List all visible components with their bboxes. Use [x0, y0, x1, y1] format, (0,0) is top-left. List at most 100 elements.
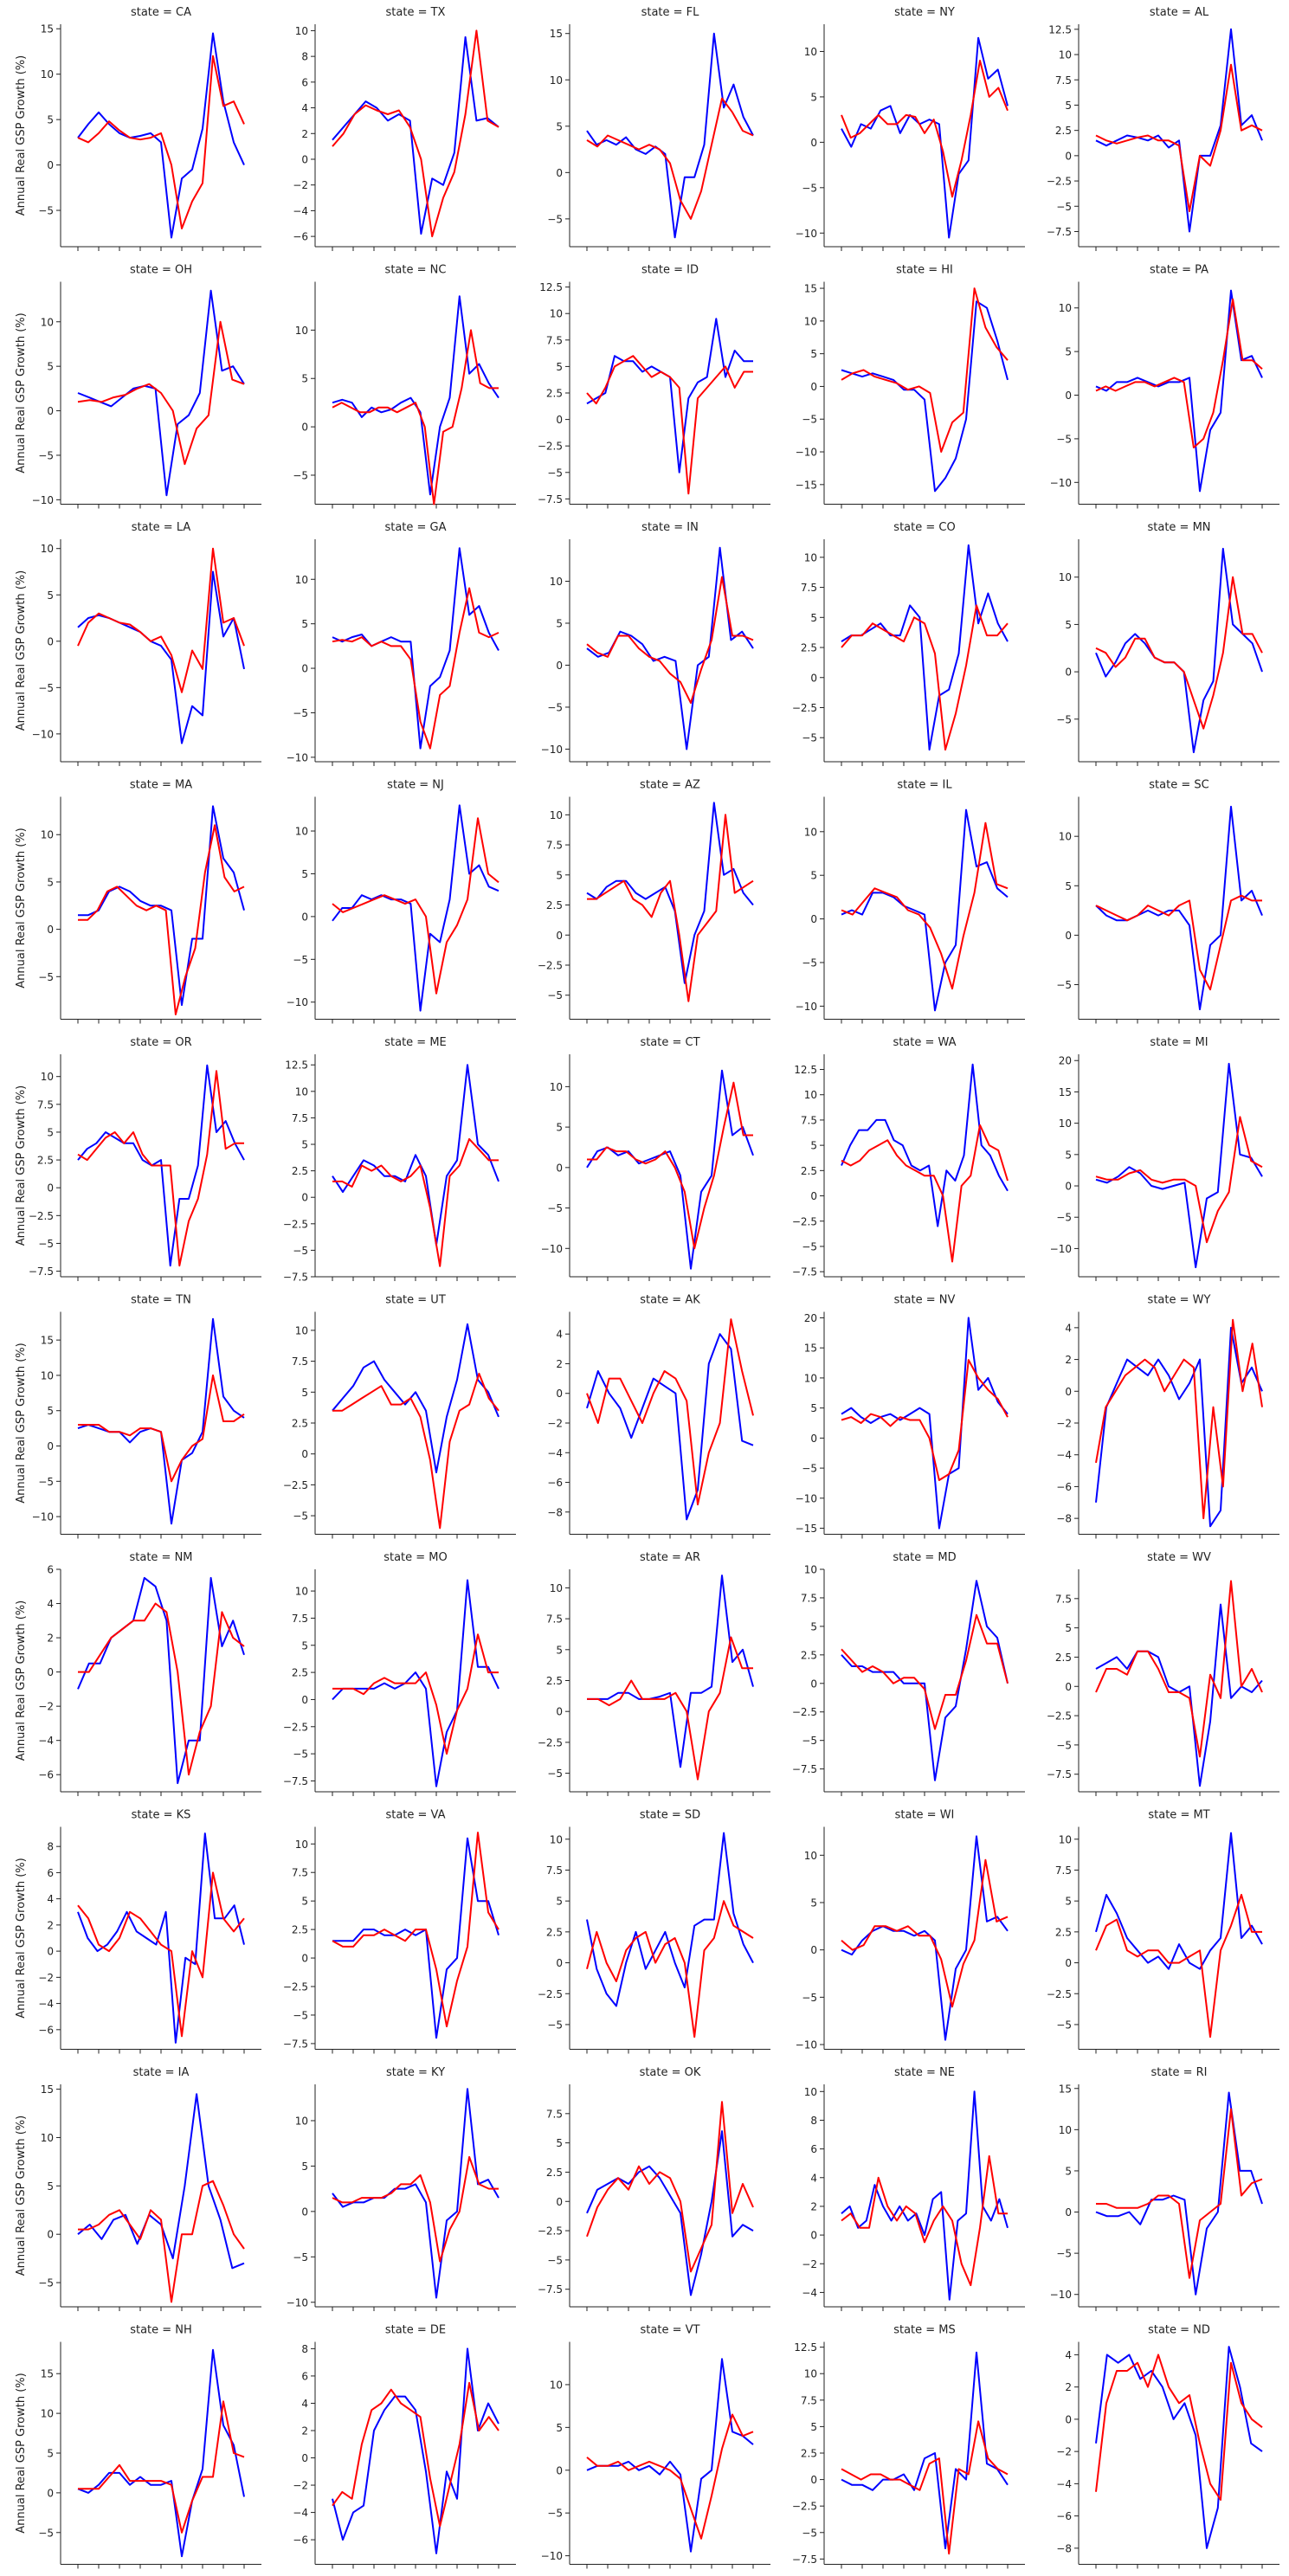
- y-tick-label: 8: [301, 51, 308, 63]
- y-tick-label: 10: [804, 1089, 817, 1101]
- facet-panel: state = KS −6 −4 −2 0 2 4 6 8 Annual Real GSP Gro…: [15, 1809, 261, 2054]
- y-tick-label: −4: [293, 2507, 308, 2519]
- y-tick-label: −8: [547, 1506, 563, 1518]
- blue-series-line: [332, 1837, 499, 2039]
- blue-series-line: [77, 1064, 245, 1267]
- y-tick-label: 5: [810, 348, 817, 360]
- facet-panel: state = AZ −5 −2.5 0 2.5 5 7.5 10: [538, 779, 770, 1024]
- blue-series-line: [841, 1835, 1009, 2041]
- y-tick-label: 0: [810, 2230, 817, 2242]
- blue-series-line: [841, 808, 1009, 1012]
- blue-series-line: [1095, 1062, 1263, 1269]
- y-tick-label: 5: [556, 1644, 563, 1656]
- red-series-line: [332, 587, 499, 750]
- red-series-line: [841, 1359, 1009, 1481]
- facet-panel: state = ME −7.5 −5 −2.5 0 2.5 5 7.5 10 12.5: [283, 1036, 516, 1284]
- y-tick-label: 0: [1065, 150, 1072, 162]
- blue-series-line: [1095, 1603, 1263, 1787]
- y-tick-label: −7.5: [538, 2283, 563, 2296]
- facet-panel: state = SC −5 0 5 10: [1056, 779, 1279, 1024]
- blue-series-line: [841, 1063, 1009, 1227]
- y-tick-label: 12.5: [794, 2341, 817, 2354]
- y-tick-label: −4: [802, 2287, 817, 2299]
- y-axis-label: Annual Real GSP Growth (%): [15, 1343, 28, 1503]
- y-tick-label: 7.5: [292, 1356, 308, 1368]
- y-tick-label: 2: [47, 1633, 54, 1645]
- blue-series-line: [1095, 2346, 1263, 2549]
- y-tick-label: 7.5: [801, 582, 817, 594]
- facet-panel: state = CA −5 0 5 10 15 Annual Real GSP Growth…: [15, 6, 261, 251]
- y-tick-label: 10: [295, 1586, 308, 1598]
- blue-series-line: [332, 2347, 499, 2554]
- facet-title: state = VT: [641, 2324, 700, 2337]
- y-tick-label: −10: [32, 494, 54, 506]
- y-tick-label: 2.5: [292, 1418, 308, 1430]
- y-tick-label: 0: [47, 635, 54, 647]
- y-tick-label: 10: [804, 315, 817, 327]
- y-tick-label: 5: [301, 868, 308, 880]
- facet-panel: state = OR −7.5 −5 −2.5 0 2.5 5 7.5 10 Annual Rea…: [15, 1036, 261, 1281]
- y-tick-label: 5: [810, 1140, 817, 1152]
- y-tick-label: 10: [1059, 2124, 1072, 2136]
- y-tick-label: 0: [556, 414, 563, 426]
- y-tick-label: 5: [556, 617, 563, 629]
- y-tick-label: 7.5: [292, 1613, 308, 1625]
- y-tick-label: −6: [38, 1769, 54, 1781]
- y-tick-label: 5: [1065, 880, 1072, 892]
- blue-series-line: [841, 2090, 1009, 2301]
- red-series-line: [77, 1871, 245, 2038]
- y-tick-label: 0: [1065, 2413, 1072, 2425]
- y-tick-label: −5: [547, 701, 563, 713]
- y-tick-label: 5: [47, 2448, 54, 2460]
- facet-title: state = MA: [130, 779, 192, 792]
- red-series-line: [586, 2101, 754, 2273]
- y-tick-label: 10: [804, 551, 817, 564]
- y-tick-label: 7.5: [546, 840, 563, 852]
- blue-series-line: [586, 32, 754, 239]
- y-tick-label: 0: [301, 911, 308, 923]
- y-tick-label: −5: [547, 1202, 563, 1214]
- y-tick-label: −5: [293, 2009, 308, 2021]
- facet-title: state = VA: [385, 1809, 445, 1822]
- y-tick-label: 0: [301, 663, 308, 675]
- y-tick-label: −7.5: [283, 1775, 308, 1787]
- y-tick-label: 0: [47, 1666, 54, 1678]
- y-tick-label: 7.5: [546, 1613, 563, 1626]
- blue-series-line: [1095, 547, 1263, 754]
- y-tick-label: −5: [1056, 2019, 1072, 2031]
- y-tick-label: −2.5: [283, 1218, 308, 1230]
- y-tick-label: −10: [287, 751, 308, 763]
- y-tick-label: 0: [301, 422, 308, 434]
- y-tick-label: 6: [810, 2143, 817, 2155]
- y-tick-label: −2: [293, 179, 308, 191]
- blue-series-line: [77, 2348, 245, 2558]
- y-tick-label: −5: [547, 2019, 563, 2031]
- y-tick-label: 5: [810, 612, 817, 624]
- y-tick-label: 4: [301, 102, 308, 114]
- y-tick-label: 2: [301, 128, 308, 140]
- y-tick-label: 15: [1059, 2083, 1072, 2095]
- y-tick-label: −2.5: [538, 2225, 563, 2238]
- y-tick-label: 8: [301, 2343, 308, 2355]
- facet-title: state = HI: [896, 264, 953, 277]
- y-tick-label: 10: [804, 2086, 817, 2098]
- facet-title: state = MS: [893, 2324, 956, 2337]
- facet-panel: state = MT −5 −2.5 0 2.5 5 7.5 10: [1047, 1809, 1279, 2054]
- facet-title: state = CA: [131, 6, 191, 19]
- y-tick-label: 0: [47, 159, 54, 171]
- y-tick-label: 12.5: [1048, 23, 1072, 35]
- y-tick-label: 0: [556, 1706, 563, 1718]
- y-tick-label: 12.5: [285, 1059, 308, 1072]
- red-series-line: [1095, 298, 1263, 448]
- y-tick-label: 5: [301, 618, 308, 630]
- red-series-line: [1095, 1894, 1262, 2038]
- y-tick-label: −6: [293, 231, 308, 243]
- y-tick-label: 2: [1065, 2381, 1072, 2393]
- y-tick-label: 15: [41, 2368, 54, 2380]
- facet-title: state = RI: [1151, 2066, 1208, 2079]
- y-tick-label: −15: [796, 479, 817, 491]
- red-series-line: [77, 55, 245, 229]
- y-tick-label: 5: [1065, 1896, 1072, 1908]
- facet-panel: state = IL −10 −5 0 5 10: [796, 779, 1025, 1024]
- y-tick-label: 6: [47, 1564, 54, 1576]
